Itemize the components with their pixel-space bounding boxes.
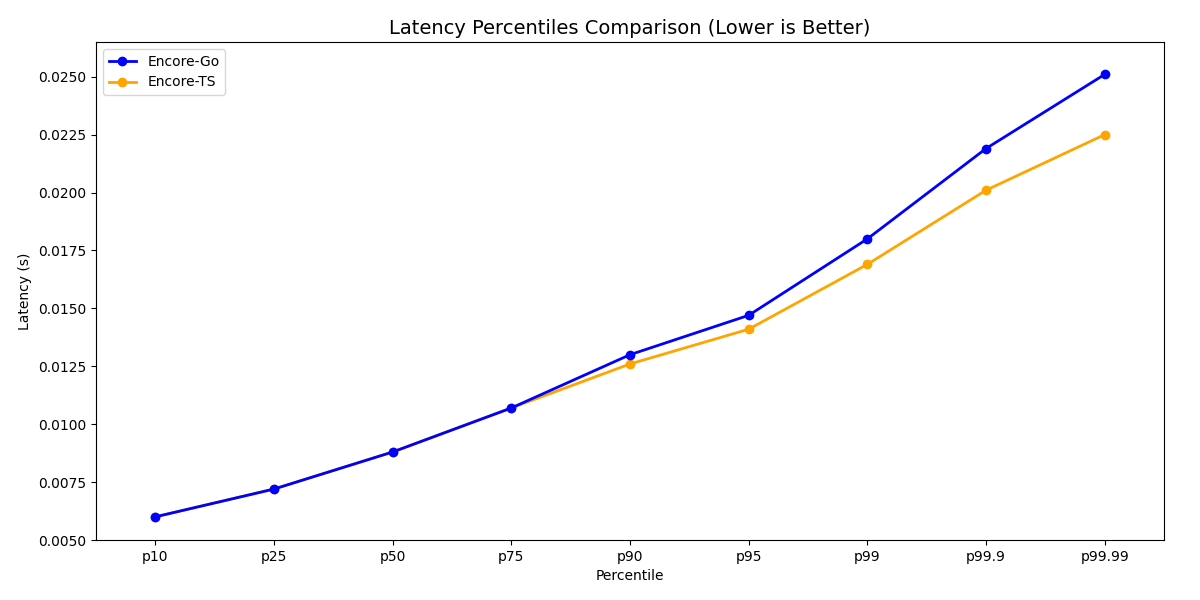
Encore-TS — [860, 261, 875, 268]
Encore-Go — [504, 404, 518, 412]
Encore-Go — [979, 145, 994, 152]
Encore-TS — [979, 187, 994, 194]
Encore-Go — [148, 513, 162, 520]
Encore-TS — [742, 326, 756, 333]
Line: Encore-TS: Encore-TS — [151, 130, 1109, 521]
Encore-Go — [742, 312, 756, 319]
Line: Encore-Go: Encore-Go — [151, 70, 1109, 521]
Encore-TS — [1098, 131, 1112, 138]
Y-axis label: Latency (s): Latency (s) — [18, 253, 32, 329]
X-axis label: Percentile: Percentile — [595, 569, 665, 583]
Encore-Go — [860, 235, 875, 242]
Encore-Go — [1098, 71, 1112, 78]
Encore-TS — [623, 361, 637, 368]
Encore-TS — [148, 513, 162, 520]
Encore-Go — [266, 485, 281, 493]
Legend: Encore-Go, Encore-TS: Encore-Go, Encore-TS — [103, 49, 226, 95]
Encore-TS — [266, 485, 281, 493]
Encore-TS — [385, 448, 400, 455]
Encore-Go — [385, 448, 400, 455]
Title: Latency Percentiles Comparison (Lower is Better): Latency Percentiles Comparison (Lower is… — [389, 19, 871, 38]
Encore-TS — [504, 404, 518, 412]
Encore-Go — [623, 351, 637, 358]
